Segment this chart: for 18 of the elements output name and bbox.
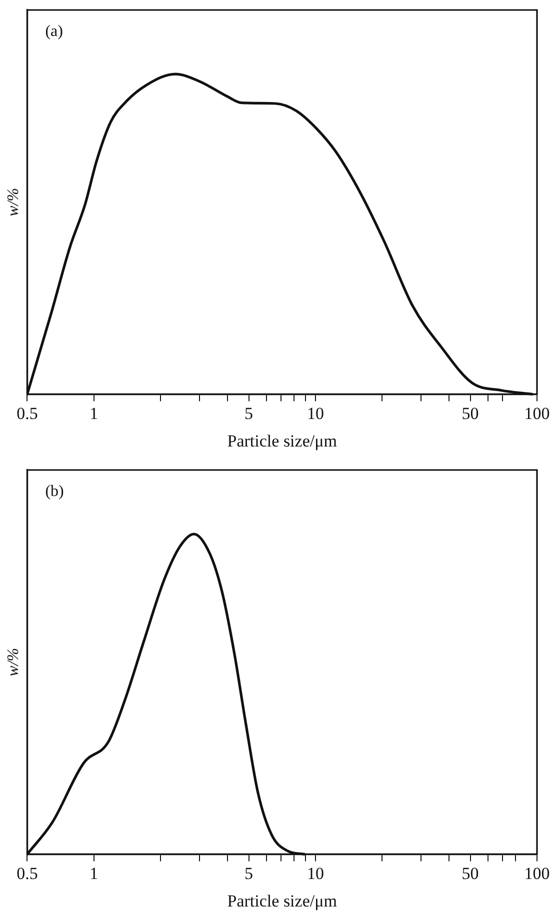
x-tick-label: 0.5 — [16, 864, 38, 883]
x-tick-label: 1 — [90, 864, 98, 883]
x-tick-label: 5 — [244, 864, 254, 883]
x-tick-label: 10 — [306, 864, 324, 883]
text: (a) — [45, 23, 63, 40]
y-axis-title: w/% — [4, 648, 22, 676]
x-tick-label: 5 — [244, 404, 254, 423]
x-tick-label: 0.5 — [16, 404, 38, 423]
text: (b) — [45, 483, 64, 500]
x-tick-label: 50 — [462, 404, 479, 423]
x-tick-label: 100 — [524, 404, 550, 423]
x-tick-label: 100 — [524, 864, 550, 883]
x-tick-label: 1 — [90, 404, 98, 423]
y-axis-title: w/% — [4, 188, 22, 216]
x-axis-title: Particle size/μm — [227, 891, 337, 910]
x-axis-title: Particle size/μm — [227, 431, 337, 450]
x-tick-label: 10 — [306, 404, 324, 423]
x-tick-label: 50 — [462, 864, 479, 883]
